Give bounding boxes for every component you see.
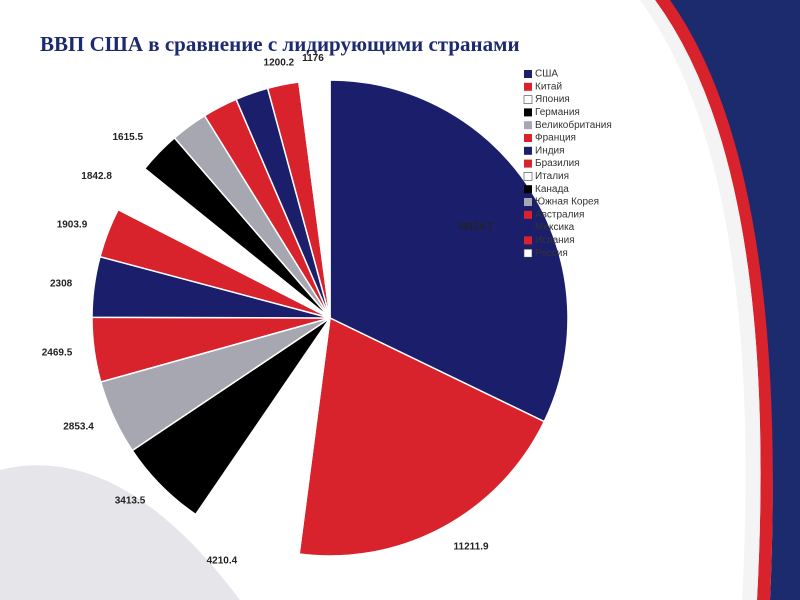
legend-label: Франция [535,133,576,144]
stripe [640,0,761,600]
legend-swatch [523,95,533,104]
decor [0,465,240,600]
legend-label: Индия [535,145,565,156]
legend-label: Италия [535,171,569,182]
legend-label: Китай [535,81,562,92]
legend-label: Великобритания [535,119,612,131]
data-label: 2853.4 [63,421,94,432]
data-label: 1615.5 [112,132,143,143]
pie-slice [298,79,331,319]
legend-swatch [524,108,532,117]
legend-label: Германия [535,107,580,118]
legend-label: Канада [535,184,569,195]
legend-label: Россия [535,248,568,259]
pie-slice [298,316,546,557]
legend-swatch [524,210,532,219]
pie-slice [194,317,331,555]
data-label: 2469.5 [42,348,73,359]
data-label: 4210.4 [207,556,238,567]
legend-label: Австралия [535,209,584,220]
legend-swatch [524,159,532,168]
legend-swatch [524,185,532,194]
data-label: 18124.7 [457,222,494,233]
legend-swatch [524,236,532,245]
legend-swatch [524,146,532,155]
legend-swatch [523,172,533,181]
data-label: 2308 [50,278,73,289]
legend-label: США [535,69,558,80]
legend-swatch [524,82,532,91]
legend-swatch [524,70,532,78]
data-label: 1903.9 [57,219,88,230]
legend-label: Япония [535,94,570,105]
legend-swatch [524,134,532,142]
legend-swatch [524,121,532,130]
legend-swatch [523,248,533,258]
data-label: 1842.8 [81,171,112,182]
pie: 18124.7 11211.9 4210.4 3413.5 2853.4 2469.5 23… [42,53,612,566]
legend-label: Испания [535,235,575,246]
legend-label: Южная Корея [535,197,599,208]
legend-label: Мексика [535,222,575,233]
data-label: 11211.9 [454,541,489,552]
legend-swatch [524,223,532,232]
data-label: 1176 [302,53,324,64]
legend-label: Бразилия [535,158,580,169]
chart-title: ВВП США в сравнение с лидирующими страна… [40,32,520,56]
data-label: 3413.5 [115,496,146,507]
data-label: 1200.2 [264,58,295,69]
stripe [655,0,773,600]
legend-swatch [524,198,532,206]
star-panel [660,0,800,600]
